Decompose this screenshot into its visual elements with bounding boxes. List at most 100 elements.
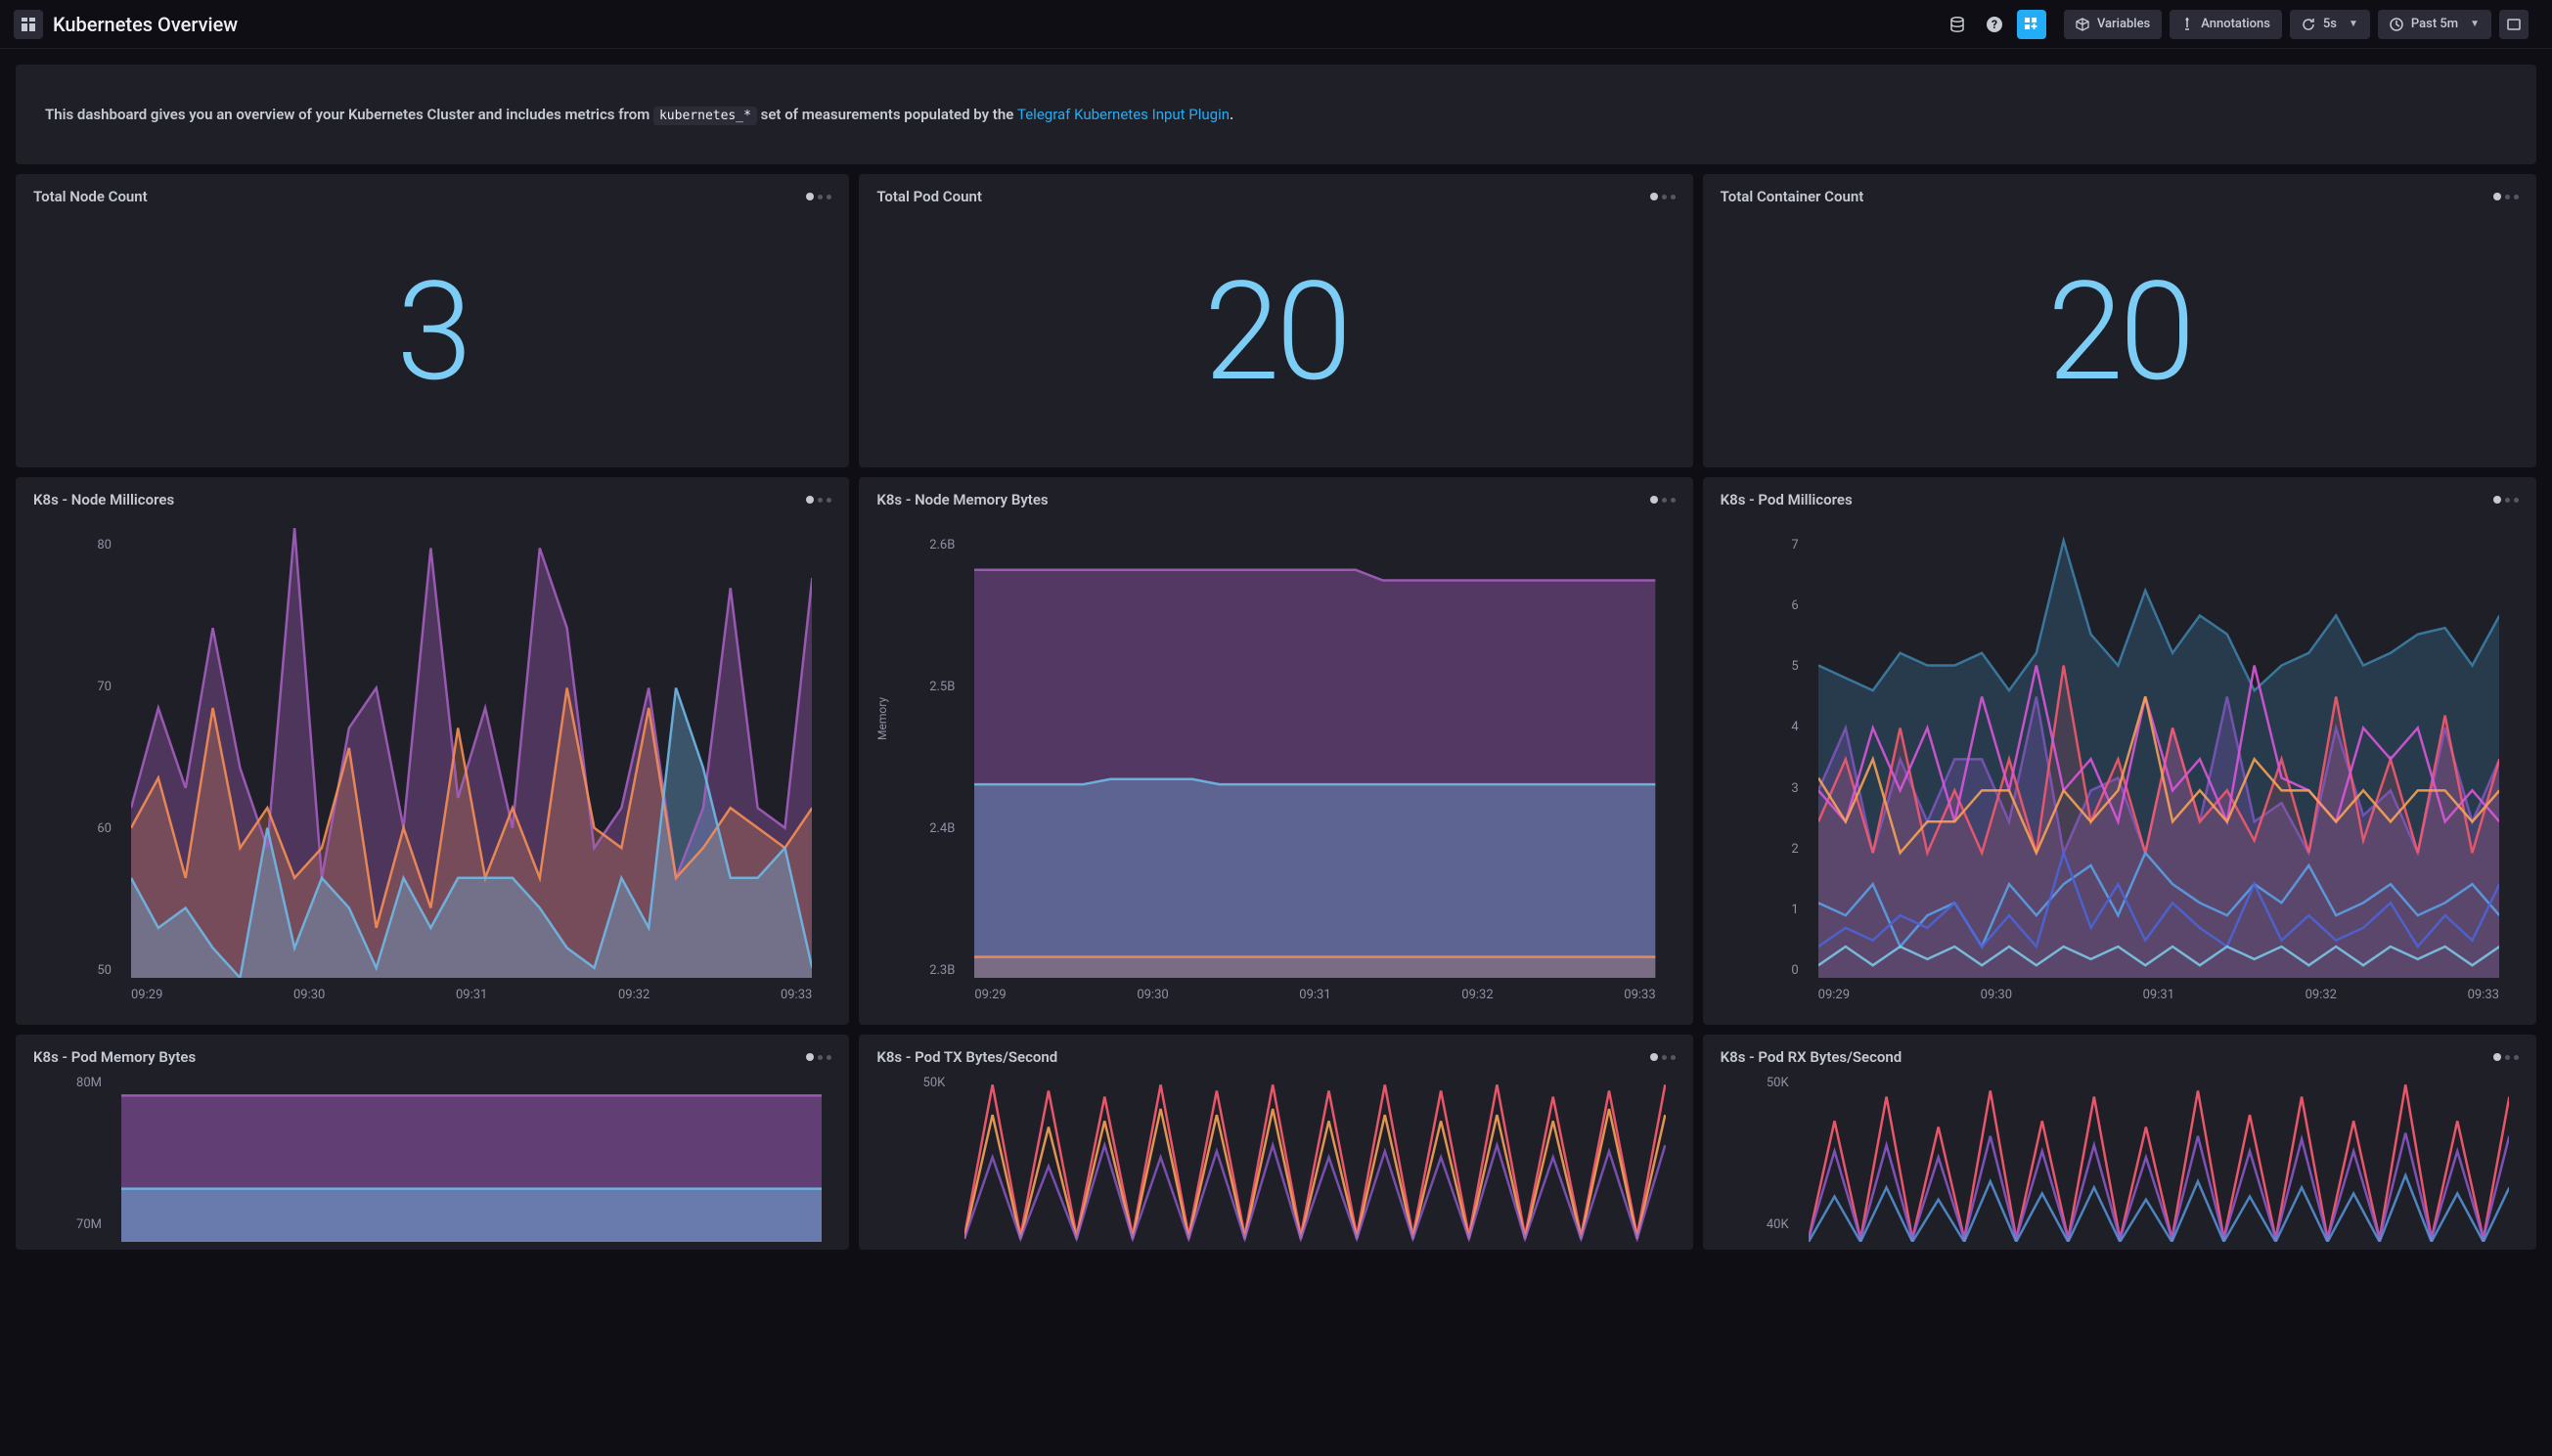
ytick: 2.5B [876, 680, 955, 694]
dashboard-body: This dashboard gives you an overview of … [0, 49, 2552, 1275]
cell-title: Total Node Count [33, 188, 148, 205]
plot-area[interactable] [121, 1076, 822, 1242]
annotations-button[interactable]: Annotations [2170, 10, 2282, 39]
plot-area[interactable] [1818, 528, 2499, 978]
cell-pager[interactable] [806, 1053, 831, 1061]
cell-title: K8s - Pod TX Bytes/Second [876, 1048, 1057, 1066]
banner-code: kubernetes_* [653, 107, 757, 125]
clock-icon [2390, 18, 2403, 31]
cell-pager[interactable] [806, 193, 831, 200]
annotations-label: Annotations [2201, 17, 2270, 31]
x-axis: 09:2909:3009:3109:3209:33 [131, 988, 812, 1007]
stat-value: 20 [876, 205, 1675, 460]
chart-cell: K8s - Node Memory Bytes Memory 2.6B2.5B2… [859, 477, 1692, 1025]
ytick: 40K [1721, 1217, 1789, 1232]
ytick: 80 [33, 538, 112, 552]
svg-text:?: ? [1992, 18, 1997, 31]
ytick: 0 [1721, 963, 1799, 978]
refresh-icon [2302, 18, 2315, 31]
data-explorer-button[interactable] [1943, 10, 1972, 39]
chart-body: 80706050 09:2909:3009:3109:3209:33 [33, 508, 831, 1017]
xtick: 09:31 [456, 988, 487, 1007]
chart-plot [974, 528, 1655, 978]
nav-menu-button[interactable] [14, 10, 43, 39]
ytick: 5 [1721, 659, 1799, 674]
banner-prefix: This dashboard gives you an overview of … [45, 106, 653, 123]
chart-cell: K8s - Pod TX Bytes/Second 50K [859, 1035, 1692, 1250]
cell-pager[interactable] [1650, 1053, 1676, 1061]
cell-title: K8s - Pod Memory Bytes [33, 1048, 196, 1066]
banner-mid: set of measurements populated by the [761, 106, 1017, 123]
ytick: 70 [33, 680, 112, 694]
y-axis: 80M70M [33, 1076, 112, 1232]
cube-icon [2076, 18, 2089, 31]
add-cell-icon [2025, 18, 2038, 31]
cell-pager[interactable] [2493, 496, 2519, 504]
chart-cell: K8s - Node Millicores 80706050 09:2909:3… [16, 477, 849, 1025]
ytick: 6 [1721, 598, 1799, 613]
xtick: 09:32 [1461, 988, 1493, 1007]
info-banner: This dashboard gives you an overview of … [16, 65, 2536, 164]
charts-row-2: K8s - Node Millicores 80706050 09:2909:3… [16, 477, 2536, 1025]
cell-pager[interactable] [1650, 496, 1676, 504]
ytick: 2 [1721, 842, 1799, 857]
stat-cell: Total Node Count 3 [16, 174, 849, 467]
ytick: 50K [876, 1076, 945, 1090]
plot-area[interactable] [131, 528, 812, 978]
chart-plot [1809, 1076, 2509, 1242]
page-title: Kubernetes Overview [53, 13, 238, 36]
add-cell-button[interactable] [2017, 10, 2046, 39]
cell-pager[interactable] [2493, 193, 2519, 200]
ytick: 7 [1721, 538, 1799, 552]
cell-title: Total Pod Count [876, 188, 982, 205]
ytick: 2.6B [876, 538, 955, 552]
charts-row-3: K8s - Pod Memory Bytes 80M70M K8s - Pod … [16, 1035, 2536, 1250]
plot-area[interactable] [974, 528, 1655, 978]
annotation-icon [2181, 18, 2193, 31]
database-icon [1949, 17, 1965, 32]
variables-button[interactable]: Variables [2064, 10, 2162, 39]
y-axis: 80706050 [33, 538, 121, 978]
stats-row: Total Node Count 3 Total Pod Count 20 To… [16, 174, 2536, 467]
help-button[interactable]: ? [1980, 10, 2009, 39]
xtick: 09:31 [1299, 988, 1330, 1007]
plot-area[interactable] [1809, 1076, 2509, 1242]
xtick: 09:29 [974, 988, 1006, 1007]
timerange-dropdown[interactable]: Past 5m ▼ [2378, 10, 2491, 39]
xtick: 09:29 [131, 988, 162, 1007]
plot-area[interactable] [964, 1076, 1665, 1242]
stat-cell: Total Container Count 20 [1703, 174, 2536, 467]
refresh-dropdown[interactable]: 5s ▼ [2290, 10, 2370, 39]
ytick: 2.3B [876, 963, 955, 978]
chart-plot [964, 1076, 1665, 1242]
chart-plot [121, 1076, 822, 1242]
chart-body: 76543210 09:2909:3009:3109:3209:33 [1721, 508, 2519, 1017]
banner-link[interactable]: Telegraf Kubernetes Input Plugin [1017, 106, 1230, 123]
xtick: 09:32 [2306, 988, 2337, 1007]
ytick: 50 [33, 963, 112, 978]
cell-pager[interactable] [2493, 1053, 2519, 1061]
fullscreen-button[interactable] [2499, 10, 2529, 39]
ytick: 3 [1721, 781, 1799, 796]
refresh-value: 5s [2323, 17, 2337, 31]
chart-cell: K8s - Pod Millicores 76543210 09:2909:30… [1703, 477, 2536, 1025]
cell-title: K8s - Node Millicores [33, 491, 174, 508]
x-axis: 09:2909:3009:3109:3209:33 [1818, 988, 2499, 1007]
timerange-value: Past 5m [2411, 17, 2458, 31]
cell-pager[interactable] [806, 496, 831, 504]
chart-body: Memory 2.6B2.5B2.4B2.3B 09:2909:3009:310… [876, 508, 1675, 1017]
stat-value: 20 [1721, 205, 2519, 460]
ytick: 4 [1721, 720, 1799, 734]
xtick: 09:31 [2143, 988, 2174, 1007]
grid-icon [22, 18, 35, 31]
banner-suffix: . [1230, 106, 1233, 123]
ytick: 80M [33, 1076, 102, 1090]
y-axis: 50K [876, 1076, 955, 1232]
stat-value: 3 [33, 205, 831, 460]
chart-plot [131, 528, 812, 978]
cell-pager[interactable] [1650, 193, 1676, 200]
cell-title: Total Container Count [1721, 188, 1864, 205]
y-axis: 50K40K [1721, 1076, 1799, 1232]
xtick: 09:29 [1818, 988, 1850, 1007]
xtick: 09:33 [781, 988, 812, 1007]
